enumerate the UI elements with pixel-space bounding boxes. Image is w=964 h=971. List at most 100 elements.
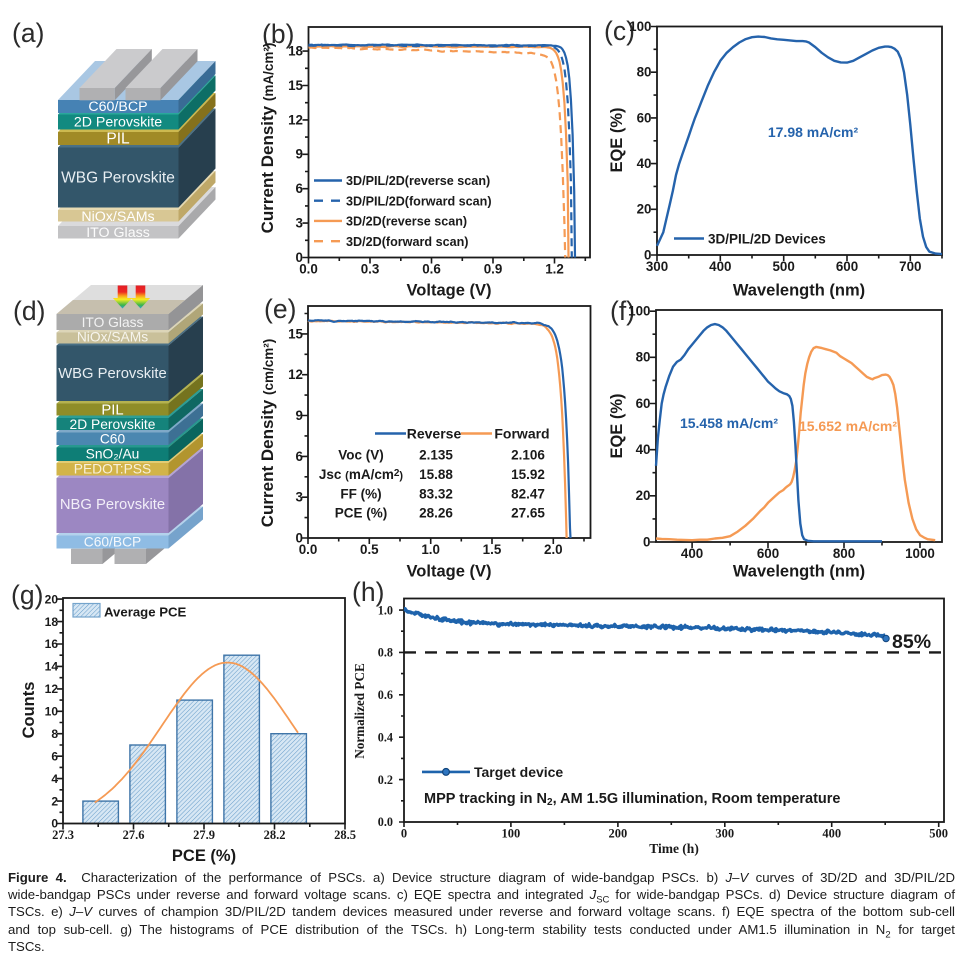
svg-text:28.2: 28.2 [264,828,286,842]
svg-text:(c): (c) [604,16,635,46]
svg-text:500: 500 [772,259,794,274]
svg-text:0: 0 [296,250,303,265]
svg-text:100: 100 [502,827,521,841]
svg-text:0.0: 0.0 [378,815,393,829]
svg-text:12: 12 [45,682,59,696]
svg-text:Forward: Forward [494,426,549,442]
svg-text:Average PCE: Average PCE [104,605,187,620]
svg-text:Normalized PCE: Normalized PCE [352,663,367,759]
svg-text:(g): (g) [11,580,43,610]
svg-text:20: 20 [636,488,651,503]
svg-text:SnO₂/Au: SnO₂/Au [86,447,140,462]
svg-text:PIL: PIL [106,131,130,148]
svg-text:3D/PIL/2D(reverse scan): 3D/PIL/2D(reverse scan) [346,174,490,188]
svg-text:28.5: 28.5 [334,828,356,842]
svg-text:60: 60 [636,396,651,411]
svg-text:2: 2 [51,794,58,808]
svg-text:Time (h): Time (h) [649,841,699,856]
svg-text:(e): (e) [264,294,296,324]
svg-text:6: 6 [296,449,303,464]
svg-text:14: 14 [45,660,59,674]
svg-text:Reverse: Reverse [407,426,462,442]
svg-text:0.6: 0.6 [378,688,393,702]
svg-text:12: 12 [288,367,303,382]
svg-text:4: 4 [51,772,58,786]
svg-text:(h): (h) [352,577,384,607]
svg-text:NiOx/SAMs: NiOx/SAMs [77,330,148,345]
svg-text:0: 0 [643,534,650,549]
svg-text:NBG Perovskite: NBG Perovskite [60,497,165,513]
svg-text:400: 400 [822,827,841,841]
svg-text:Target device: Target device [474,764,563,780]
svg-text:0: 0 [644,247,651,262]
svg-text:9: 9 [296,408,303,423]
svg-text:ITO Glass: ITO Glass [86,225,150,241]
svg-text:40: 40 [637,156,652,171]
svg-text:WBG Perovskite: WBG Perovskite [58,366,167,382]
svg-text:18: 18 [288,43,303,58]
svg-text:600: 600 [836,259,858,274]
svg-text:1000: 1000 [905,546,935,561]
svg-text:200: 200 [608,827,627,841]
svg-text:(f): (f) [610,296,635,326]
svg-text:C60: C60 [100,432,126,447]
svg-text:9: 9 [296,147,303,162]
svg-text:27.3: 27.3 [52,828,74,842]
svg-text:3D/2D(reverse scan): 3D/2D(reverse scan) [346,215,467,229]
svg-text:83.32: 83.32 [419,486,453,501]
svg-text:500: 500 [929,827,948,841]
svg-text:0.3: 0.3 [361,262,380,277]
svg-text:0.0: 0.0 [299,542,318,557]
svg-text:Wavelength (nm): Wavelength (nm) [733,563,865,581]
svg-text:8: 8 [51,727,58,741]
svg-text:3: 3 [296,215,303,230]
svg-text:Jsc (mA/cm2): Jsc (mA/cm2) [319,467,404,482]
svg-text:15.652 mA/cm²: 15.652 mA/cm² [799,418,897,434]
svg-text:3D/2D(forward scan): 3D/2D(forward scan) [346,235,468,249]
svg-text:6: 6 [296,181,303,196]
svg-text:Current Density (mA/cm²): Current Density (mA/cm²) [258,43,277,234]
svg-text:16: 16 [45,637,59,651]
svg-text:Voltage (V): Voltage (V) [407,282,492,300]
svg-text:Counts: Counts [20,682,38,739]
svg-text:2.135: 2.135 [419,448,453,463]
svg-text:Current Density (cm/cm²): Current Density (cm/cm²) [258,339,277,528]
svg-text:(a): (a) [12,18,44,48]
svg-text:WBG Perovskite: WBG Perovskite [61,170,175,187]
svg-text:Wavelength (nm): Wavelength (nm) [733,282,865,300]
svg-text:12: 12 [288,112,303,127]
svg-text:2D Perovskite: 2D Perovskite [74,115,162,131]
svg-text:700: 700 [899,259,921,274]
svg-text:27.9: 27.9 [193,828,215,842]
svg-text:1.2: 1.2 [545,262,564,277]
svg-text:18: 18 [45,615,59,629]
svg-text:800: 800 [833,546,855,561]
svg-text:EQE (%): EQE (%) [608,107,626,172]
svg-text:80: 80 [637,65,652,80]
svg-text:600: 600 [757,546,779,561]
svg-text:400: 400 [709,259,731,274]
svg-text:60: 60 [637,110,652,125]
svg-text:20: 20 [45,592,59,606]
svg-text:FF (%): FF (%) [340,486,381,501]
svg-text:3D/PIL/2D Devices: 3D/PIL/2D Devices [708,232,826,247]
svg-text:PEDOT:PSS: PEDOT:PSS [74,462,151,477]
svg-text:C60/BCP: C60/BCP [84,535,142,550]
svg-text:27.65: 27.65 [511,506,545,521]
svg-text:0.6: 0.6 [422,262,441,277]
svg-text:85%: 85% [892,631,931,653]
svg-text:Voltage (V): Voltage (V) [407,563,492,581]
svg-text:0: 0 [51,817,58,831]
svg-text:Voc (V): Voc (V) [338,448,384,463]
svg-text:15: 15 [288,326,303,341]
svg-text:15.92: 15.92 [511,467,545,482]
svg-text:0.0: 0.0 [299,262,318,277]
svg-text:300: 300 [646,259,668,274]
svg-text:C60/BCP: C60/BCP [88,99,147,115]
svg-text:0.9: 0.9 [484,262,503,277]
svg-text:NiOx/SAMs: NiOx/SAMs [81,209,154,225]
svg-text:100: 100 [629,19,651,34]
svg-text:27.6: 27.6 [123,828,145,842]
svg-text:1.5: 1.5 [483,542,502,557]
svg-text:20: 20 [637,202,652,217]
